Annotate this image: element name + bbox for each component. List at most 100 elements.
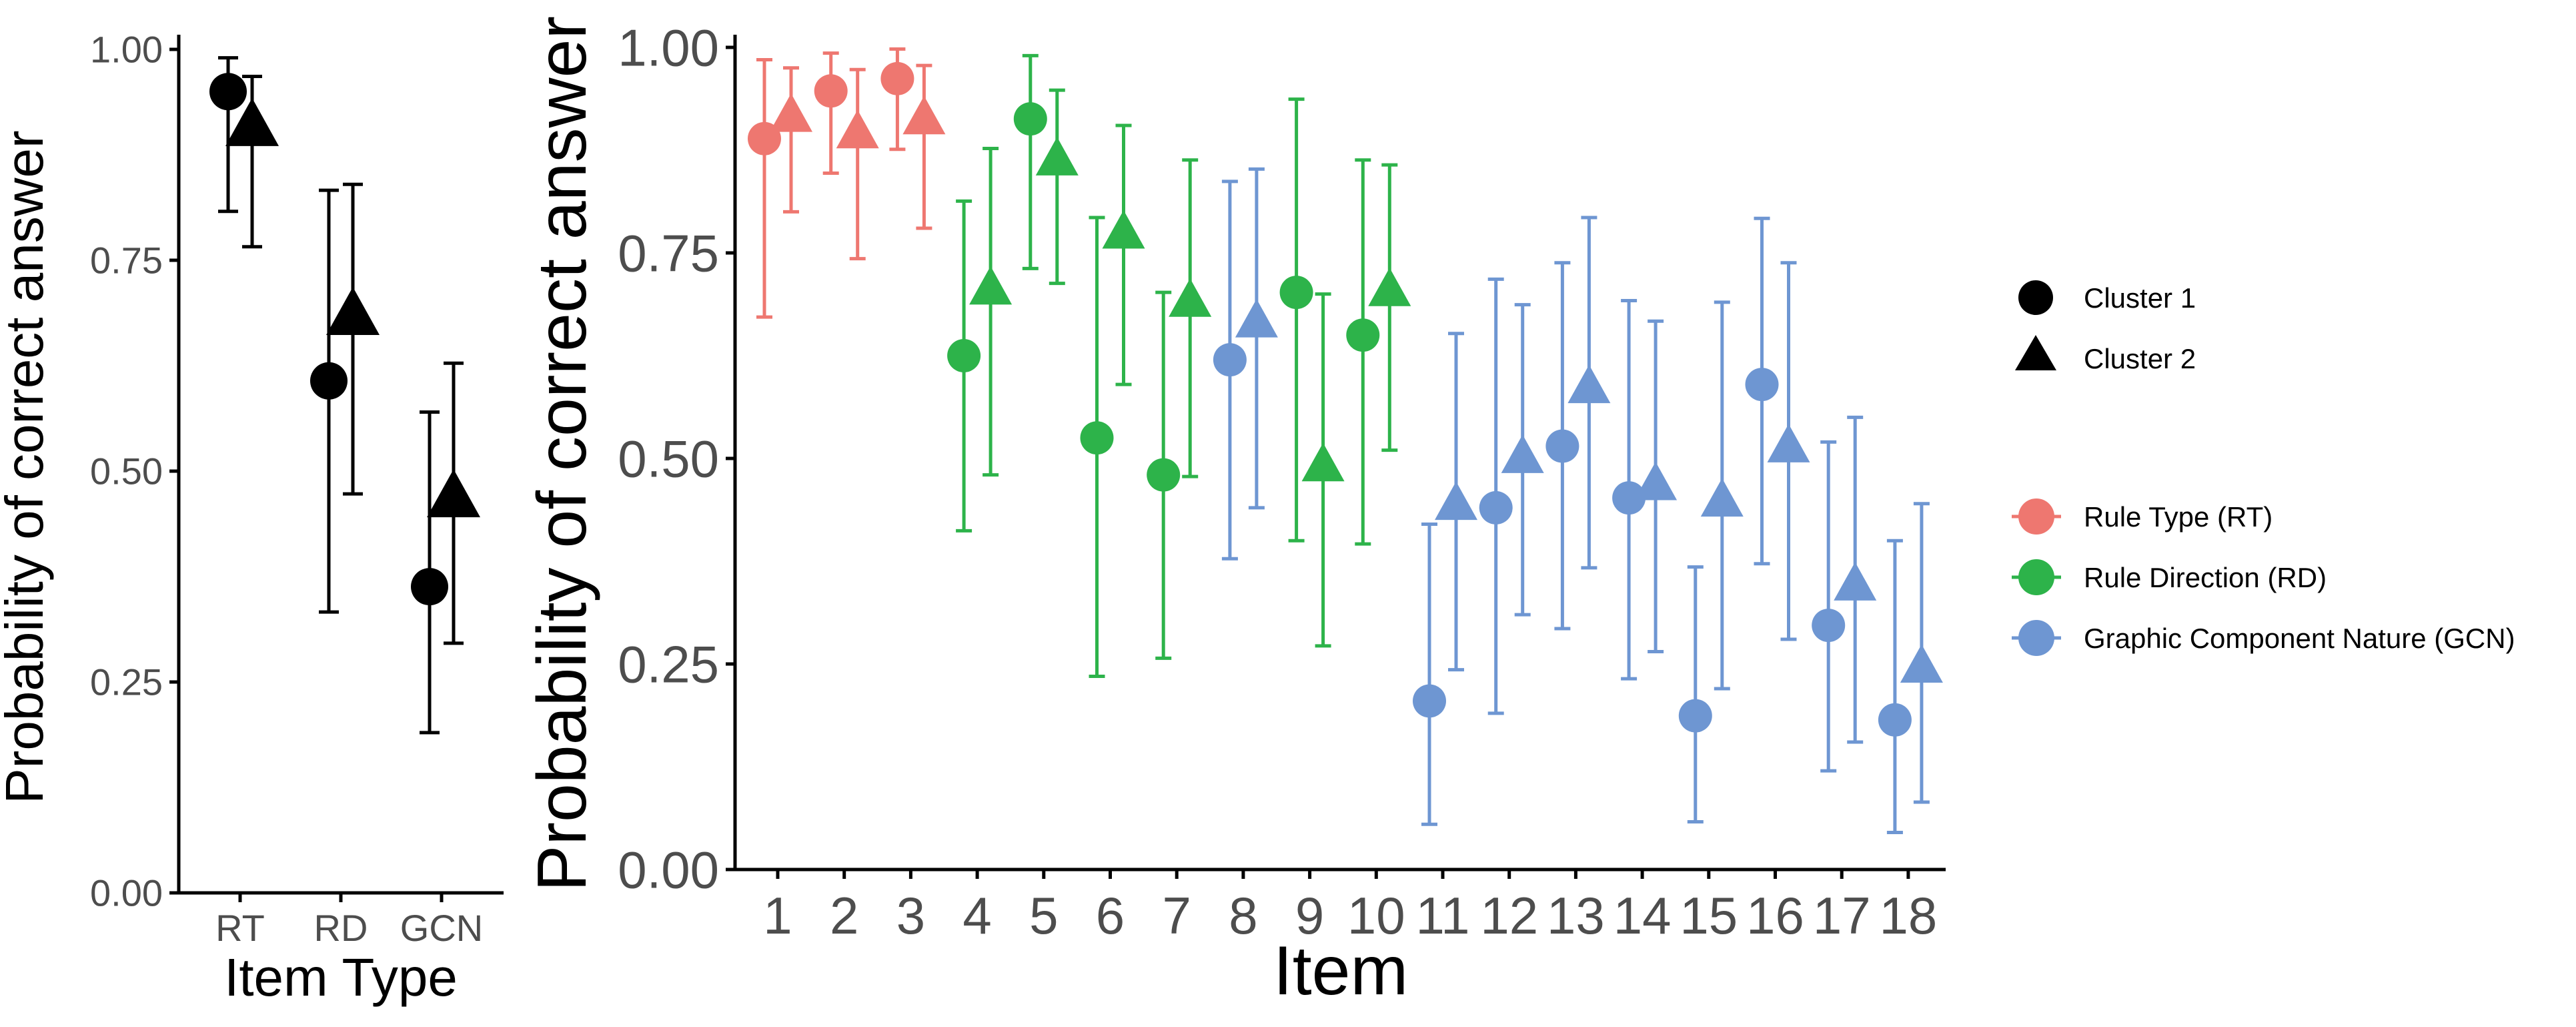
x-tick-label: 18 <box>1880 886 1938 945</box>
y-tick-label: 1.00 <box>618 18 719 77</box>
legend-rt-circle-icon <box>2018 498 2054 535</box>
triangle-marker <box>1501 434 1544 473</box>
cluster-2-point-RT <box>225 74 279 249</box>
y-tick-label: 0.50 <box>90 450 163 492</box>
triangle-marker <box>1834 562 1877 601</box>
triangle-marker <box>1567 364 1611 404</box>
circle-marker <box>814 74 848 108</box>
circle-marker <box>880 61 914 95</box>
left-x-axis-title: Item Type <box>224 948 458 1007</box>
cluster-2-point-3 <box>902 63 946 230</box>
legend-rd-circle-icon <box>2018 559 2054 595</box>
cluster-1-point-2 <box>814 51 848 175</box>
circle-marker <box>1678 699 1712 733</box>
y-tick-label: 1.00 <box>90 29 163 71</box>
x-tick-label: RD <box>314 907 368 949</box>
circle-marker <box>1013 102 1047 136</box>
right-y-axis-title: Probability of correct answer <box>524 16 601 892</box>
circle-marker <box>1413 684 1446 718</box>
x-tick-label: 14 <box>1614 886 1672 945</box>
right-x-ticks: 1 2 3 4 5 6 7 8 9 10 11 12 13 14 15 16 17 18 <box>763 870 1937 945</box>
cluster-2-point-15 <box>1700 300 1744 691</box>
circle-marker <box>947 339 981 372</box>
triangle-marker <box>1235 299 1278 338</box>
x-tick-label: 16 <box>1746 886 1804 945</box>
triangle-marker <box>902 95 946 135</box>
left-x-ticks: RT RD GCN <box>215 893 483 949</box>
cluster-1-point-8 <box>1213 180 1247 561</box>
left-y-ticks: 0.00 0.25 0.50 0.75 1.00 <box>90 29 179 914</box>
circle-marker <box>1080 421 1114 455</box>
cluster-1-point-4 <box>947 199 981 533</box>
circle-marker <box>1279 276 1313 310</box>
x-tick-label: 6 <box>1096 886 1125 945</box>
cluster-2-point-5 <box>1035 88 1079 286</box>
cluster-1-point-18 <box>1878 539 1912 835</box>
y-tick-label: 0.50 <box>618 429 719 488</box>
cluster-1-point-13 <box>1545 261 1579 631</box>
x-tick-label: GCN <box>400 907 483 949</box>
circle-marker <box>1213 343 1247 377</box>
triangle-marker <box>1767 424 1810 462</box>
legend-label-cluster-2: Cluster 2 <box>2084 343 2196 374</box>
circle-marker <box>1612 481 1646 515</box>
cluster-2-point-14 <box>1634 319 1678 654</box>
cluster-2-point-13 <box>1567 216 1611 570</box>
triangle-marker <box>770 93 812 132</box>
cluster-1-point-6 <box>1080 216 1114 678</box>
triangle-marker <box>1035 137 1079 176</box>
cluster-2-point-10 <box>1368 163 1411 452</box>
left-y-axis-title: Probability of correct answer <box>0 130 54 803</box>
cluster-2-point-6 <box>1102 123 1145 386</box>
cluster-2-point-RD <box>326 182 380 496</box>
triangle-marker <box>1700 478 1744 517</box>
triangle-marker <box>225 97 279 146</box>
x-tick-label: 1 <box>763 886 792 945</box>
cluster-2-point-2 <box>836 67 879 261</box>
x-tick-label: 9 <box>1295 886 1324 945</box>
cluster-1-point-GCN <box>411 410 448 735</box>
triangle-marker <box>427 469 480 518</box>
circle-marker <box>1147 458 1181 492</box>
x-tick-label: 3 <box>896 886 925 945</box>
cluster-1-point-RD <box>310 188 348 614</box>
y-tick-label: 0.75 <box>618 224 719 282</box>
x-tick-label: 10 <box>1347 886 1405 945</box>
circle-marker <box>1545 429 1579 463</box>
x-tick-label: 5 <box>1029 886 1058 945</box>
cluster-2-point-8 <box>1235 167 1278 510</box>
triangle-marker <box>1169 278 1212 317</box>
legend-label-cluster-1: Cluster 1 <box>2084 282 2196 314</box>
cluster-2-point-7 <box>1169 158 1212 478</box>
x-tick-label: RT <box>215 907 265 949</box>
y-tick-label: 0.25 <box>90 661 163 703</box>
cluster-2-point-9 <box>1301 292 1345 648</box>
y-tick-label: 0.75 <box>90 240 163 282</box>
circle-marker <box>1346 318 1380 352</box>
circle-marker <box>411 568 448 606</box>
x-tick-label: 17 <box>1813 886 1871 945</box>
right-x-axis-title: Item <box>1273 932 1408 1010</box>
cluster-2-point-GCN <box>427 361 480 645</box>
cluster-1-point-RT <box>209 56 247 214</box>
x-tick-label: 12 <box>1480 886 1538 945</box>
triangle-marker <box>1634 461 1678 500</box>
cluster-1-point-15 <box>1678 565 1712 824</box>
left-panel-item-type: 0.00 0.25 0.50 0.75 1.00 RT RD GCN Probability… <box>0 29 504 1007</box>
x-tick-label: 2 <box>830 886 858 945</box>
legend-color-keys <box>2012 498 2061 656</box>
legend-label-gcn: Graphic Component Nature (GCN) <box>2084 623 2515 654</box>
triangle-marker <box>836 109 879 149</box>
cluster-2-point-17 <box>1834 415 1877 744</box>
cluster-2-point-16 <box>1767 261 1810 641</box>
cluster-1-point-7 <box>1147 290 1181 660</box>
x-tick-label: 7 <box>1163 886 1191 945</box>
cluster-1-point-17 <box>1812 440 1846 773</box>
y-tick-label: 0.25 <box>618 635 719 693</box>
left-data-marks <box>209 56 480 735</box>
x-tick-label: 8 <box>1229 886 1257 945</box>
circle-marker <box>1878 703 1912 737</box>
triangle-marker <box>1368 268 1411 306</box>
cluster-1-point-11 <box>1413 523 1446 826</box>
